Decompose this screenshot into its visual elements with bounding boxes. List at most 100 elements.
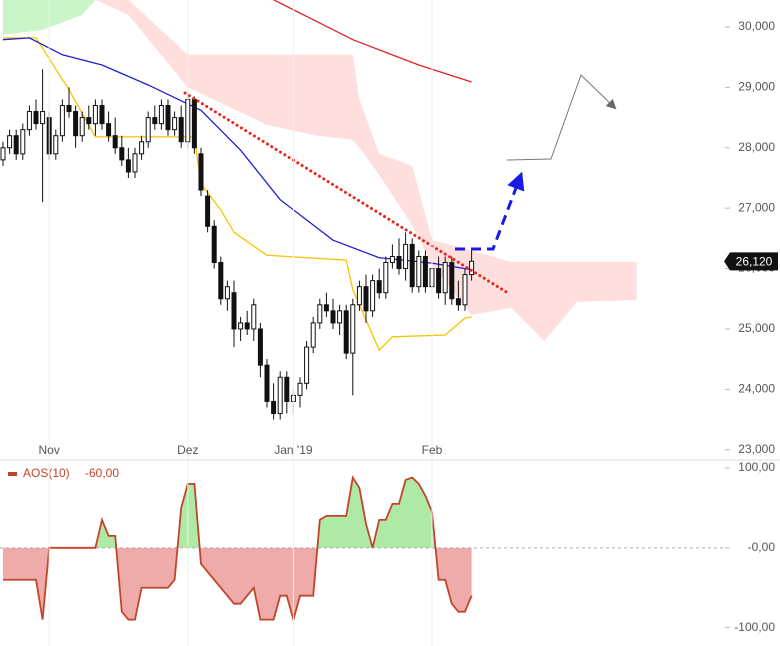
candle-body: [152, 117, 158, 125]
candle-body: [191, 98, 197, 149]
candle-body: [33, 111, 39, 125]
candle-body: [211, 225, 217, 264]
candle-body: [317, 304, 323, 324]
candle-body: [132, 153, 138, 173]
candle-body: [13, 135, 19, 155]
candle-body: [343, 310, 349, 354]
y-tick-label: 29,000: [738, 80, 775, 94]
candle-body: [139, 141, 145, 155]
candle-body: [59, 105, 65, 137]
main-plot: [0, 0, 637, 420]
x-tick-label: Nov: [39, 443, 60, 457]
candle-body: [436, 268, 442, 294]
candle-body: [251, 304, 257, 330]
candle-body: [205, 195, 211, 227]
candle-body: [0, 147, 6, 161]
x-tick-label: Feb: [422, 443, 443, 457]
candle-body: [165, 105, 171, 131]
legend-value: -60,00: [85, 466, 119, 480]
candle-body: [257, 328, 263, 366]
candle-body: [178, 117, 184, 143]
area-positive: [3, 477, 472, 548]
candle-body: [145, 117, 151, 143]
candle-body: [277, 376, 283, 414]
candle-body: [271, 400, 277, 414]
candle-body: [337, 310, 343, 324]
candle-body: [7, 135, 13, 149]
candle-body: [409, 243, 415, 288]
candle-body: [383, 262, 389, 294]
x-tick-label: Jan '19: [274, 443, 313, 457]
candle-body: [66, 105, 72, 113]
candle-body: [231, 292, 237, 330]
projection-arrow: [455, 171, 525, 251]
candle-body: [264, 364, 270, 402]
candle-body: [79, 117, 85, 137]
scenario-arrow: [506, 74, 617, 161]
candle-body: [403, 243, 409, 270]
legend-label: AOS(10): [23, 466, 70, 480]
candle-body: [26, 111, 32, 131]
y-tick-label: -0,00: [748, 540, 776, 554]
candle-body: [376, 280, 382, 294]
moving-average: [273, 0, 472, 83]
candle-body: [158, 105, 164, 125]
oscillator-plot: -100,00 -0,00 100,00: [0, 460, 775, 634]
y-tick-label: 27,000: [738, 200, 775, 214]
candle-body: [310, 322, 316, 348]
oscillator-line: [3, 475, 473, 624]
y-tick-label: 25,000: [738, 321, 775, 335]
candle-body: [455, 298, 461, 306]
candle-body: [106, 123, 112, 137]
y-tick-label: 24,000: [738, 382, 775, 396]
area-negative: [3, 547, 472, 620]
candle-body: [462, 274, 468, 306]
candle-body: [442, 262, 448, 294]
candle-body: [330, 310, 336, 324]
x-tick-label: Dez: [177, 443, 198, 457]
candle-body: [363, 286, 369, 312]
candle-body: [73, 111, 79, 137]
candle-body: [297, 382, 303, 396]
y-tick-label: -100,00: [734, 620, 775, 634]
candle-body: [244, 322, 250, 330]
candle-body: [198, 153, 204, 191]
candle-body: [304, 346, 310, 384]
y-tick-label: 23,000: [738, 442, 775, 456]
y-tick-label: 28,000: [738, 140, 775, 154]
candle-body: [99, 105, 105, 125]
candle-body: [92, 105, 98, 125]
candle-body: [396, 255, 402, 270]
cloud: [95, 0, 637, 342]
candle-body: [469, 260, 475, 276]
candle-body: [449, 262, 455, 300]
candle-body: [119, 147, 125, 161]
moving-average: [2, 37, 472, 271]
annotations: [183, 74, 617, 295]
candle-body: [224, 286, 230, 300]
candle-body: [238, 322, 244, 330]
candle-body: [86, 117, 92, 125]
price-tag-label: 26,120: [736, 254, 773, 268]
y-tick-label: 30,000: [738, 19, 775, 33]
candle-body: [20, 129, 26, 155]
candle-body: [350, 304, 356, 354]
candle-body: [125, 159, 131, 173]
candle-body: [389, 255, 395, 264]
candle-body: [323, 304, 329, 312]
trend-line: [183, 91, 510, 295]
candle-body: [370, 280, 376, 312]
y-tick-label: 100,00: [738, 460, 775, 474]
candle-body: [53, 135, 59, 155]
legend-swatch: [8, 472, 17, 476]
candle-body: [112, 135, 118, 149]
price-tag: [724, 252, 778, 271]
candle-body: [422, 255, 428, 288]
candle-body: [40, 111, 46, 125]
candle-body: [172, 117, 178, 131]
candle-body: [416, 255, 422, 288]
candle-body: [284, 376, 290, 402]
candle-body: [356, 286, 362, 306]
candle-body: [218, 262, 224, 300]
